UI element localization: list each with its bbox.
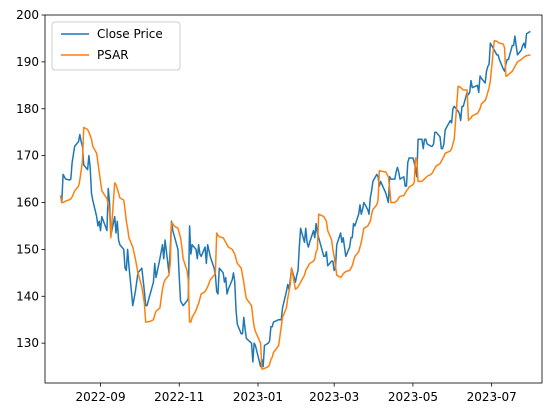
- x-tick-label: 2023-03: [309, 390, 359, 404]
- x-tick-label: 2023-07: [467, 390, 517, 404]
- y-tick-label: 190: [16, 55, 39, 69]
- series-line-close-price: [59, 30, 531, 368]
- x-tick-label: 2022-09: [75, 390, 125, 404]
- y-tick-label: 170: [16, 149, 39, 163]
- x-tick-label: 2022-11: [154, 390, 204, 404]
- legend-label-psar: PSAR: [97, 48, 129, 62]
- series-line-psar: [59, 40, 531, 370]
- x-tick-label: 2023-01: [233, 390, 283, 404]
- x-tick-label: 2023-05: [388, 390, 438, 404]
- y-tick-label: 200: [16, 8, 39, 22]
- plot-frame: [44, 14, 543, 384]
- y-axis: 130 140 150 160 170 180 190 200: [16, 8, 45, 350]
- legend: Close Price PSAR: [51, 21, 181, 71]
- y-tick-label: 150: [16, 242, 39, 256]
- legend-label-close-price: Close Price: [97, 27, 163, 41]
- y-tick-label: 160: [16, 196, 39, 210]
- plot-lines: [59, 30, 531, 370]
- y-tick-label: 180: [16, 102, 39, 116]
- y-tick-label: 140: [16, 289, 39, 303]
- x-axis: 2022-09 2022-11 2023-01 2023-03 2023-05 2023-…: [75, 383, 517, 404]
- y-tick-label: 130: [16, 336, 39, 350]
